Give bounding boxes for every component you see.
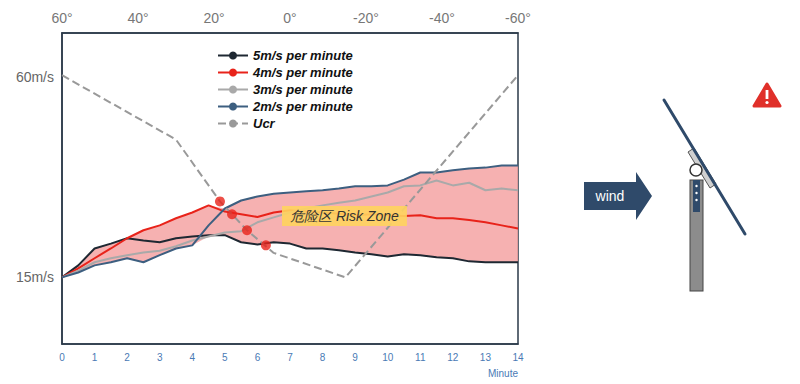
svg-text:0: 0 — [59, 352, 65, 363]
svg-text:9: 9 — [352, 352, 358, 363]
svg-text:14: 14 — [512, 352, 524, 363]
svg-text:10: 10 — [382, 352, 394, 363]
svg-text:2m/s per minute: 2m/s per minute — [252, 99, 353, 114]
svg-text:0°: 0° — [283, 10, 296, 26]
svg-text:4: 4 — [190, 352, 196, 363]
svg-text:60°: 60° — [51, 10, 72, 26]
svg-text:-20°: -20° — [353, 10, 379, 26]
svg-text:11: 11 — [415, 352, 426, 363]
svg-text:60m/s: 60m/s — [16, 69, 54, 85]
svg-text:-40°: -40° — [429, 10, 455, 26]
svg-text:Minute: Minute — [488, 368, 518, 379]
svg-text:8: 8 — [320, 352, 326, 363]
svg-text:危险区 Risk Zone: 危险区 Risk Zone — [290, 208, 399, 224]
svg-text:4m/s per minute: 4m/s per minute — [252, 65, 353, 80]
svg-text:3m/s per minute: 3m/s per minute — [253, 82, 353, 97]
svg-text:-60°: -60° — [505, 10, 531, 26]
svg-text:2: 2 — [124, 352, 130, 363]
svg-text:20°: 20° — [203, 10, 224, 26]
svg-text:5m/s per minute: 5m/s per minute — [253, 48, 353, 63]
svg-text:wind: wind — [595, 188, 625, 204]
svg-text:1: 1 — [92, 352, 98, 363]
svg-text:3: 3 — [157, 352, 163, 363]
svg-text:5: 5 — [222, 352, 228, 363]
svg-text:12: 12 — [447, 352, 459, 363]
svg-text:40°: 40° — [127, 10, 148, 26]
svg-text:Ucr: Ucr — [253, 116, 276, 131]
svg-text:13: 13 — [480, 352, 492, 363]
svg-text:6: 6 — [255, 352, 261, 363]
svg-text:15m/s: 15m/s — [16, 269, 54, 285]
svg-text:7: 7 — [287, 352, 293, 363]
